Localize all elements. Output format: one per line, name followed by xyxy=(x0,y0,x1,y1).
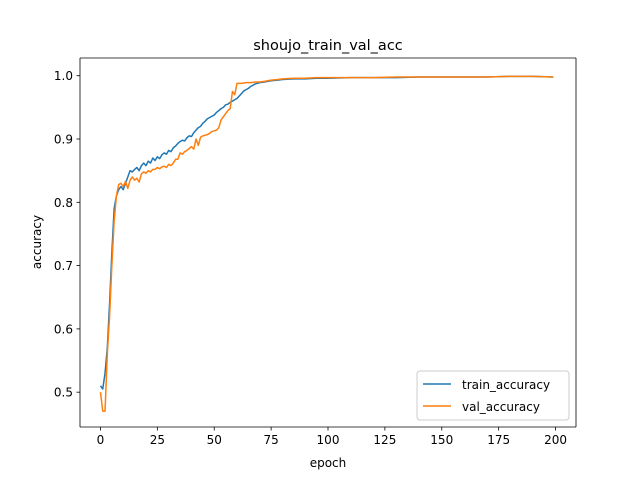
x-tick-label: 125 xyxy=(373,433,396,447)
x-tick-label: 150 xyxy=(430,433,453,447)
series-layer xyxy=(99,75,554,412)
y-tick-label: 0.7 xyxy=(54,259,73,273)
x-tick-label: 100 xyxy=(317,433,340,447)
legend-label-val-accuracy: val_accuracy xyxy=(462,400,540,414)
y-tick-label: 1.0 xyxy=(54,69,73,83)
x-axis-label: epoch xyxy=(310,456,347,470)
y-axis-label: accuracy xyxy=(30,215,44,269)
y-tick-label: 0.8 xyxy=(54,196,73,210)
x-tick-label: 200 xyxy=(544,433,567,447)
y-tick-label: 0.5 xyxy=(54,386,73,400)
legend-box xyxy=(416,370,570,421)
legend-label-train-accuracy: train_accuracy xyxy=(462,378,550,392)
plot-area xyxy=(80,58,576,427)
legend: train_accuracy val_accuracy xyxy=(416,370,570,421)
x-tick-label: 75 xyxy=(263,433,278,447)
series-line-val-accuracy xyxy=(99,75,554,412)
chart-title: shoujo_train_val_acc xyxy=(253,38,403,54)
y-axis-ticks: 0.5 0.6 0.7 0.8 0.9 1.0 xyxy=(54,69,80,400)
y-tick-label: 0.9 xyxy=(54,133,73,147)
y-tick-label: 0.6 xyxy=(54,322,73,336)
x-tick-label: 0 xyxy=(97,433,105,447)
x-tick-label: 50 xyxy=(207,433,222,447)
x-axis-ticks: 0 25 50 75 100 125 150 175 200 xyxy=(97,427,567,447)
x-tick-label: 25 xyxy=(150,433,165,447)
x-tick-label: 175 xyxy=(487,433,510,447)
